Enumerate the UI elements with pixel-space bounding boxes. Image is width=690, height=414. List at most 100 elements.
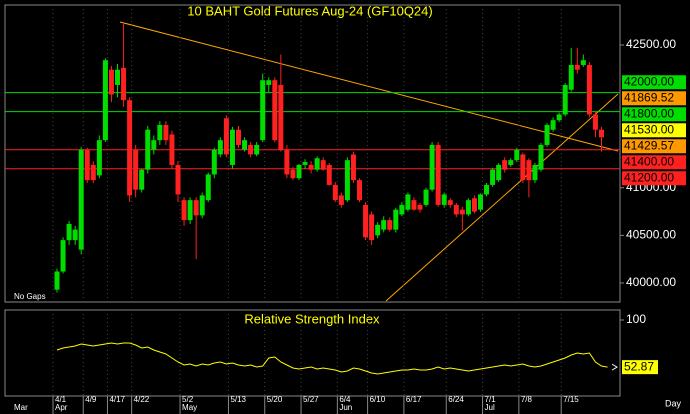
candle-body <box>108 69 114 95</box>
level-label: 41200.00 <box>624 170 674 184</box>
candle-body <box>453 204 459 215</box>
level-marker <box>622 91 686 106</box>
candle-body <box>423 189 429 205</box>
level-label: 41800.00 <box>624 106 674 120</box>
x-tick-label: 7/15 <box>563 395 579 404</box>
candle-body <box>133 149 139 190</box>
x-tick-label: 6/4 <box>339 395 351 404</box>
candle-body <box>296 164 302 179</box>
level-box: 41800.00 <box>622 106 686 122</box>
x-tick-label: 5/2 <box>182 395 194 404</box>
month-label: May <box>182 403 197 412</box>
candle-body <box>399 204 405 215</box>
candle-body <box>441 194 447 205</box>
candle-body <box>568 64 574 90</box>
candle-body <box>326 164 332 185</box>
candle-body <box>417 204 423 210</box>
candle-body <box>496 164 502 181</box>
candle-body <box>175 164 181 195</box>
candle-body <box>435 144 441 205</box>
level-marker <box>622 139 686 154</box>
level-box: 41400.00 <box>622 154 686 170</box>
level-marker <box>622 75 686 90</box>
candle-body <box>151 140 157 150</box>
candle-body <box>471 198 477 212</box>
x-tick-label: 4/1 <box>55 395 67 404</box>
candle-body <box>272 80 278 141</box>
chart-title: 10 BAHT Gold Futures Aug-24 (GF10Q24) <box>187 3 432 18</box>
x-tick-label: 6/24 <box>448 395 464 404</box>
candle-body <box>266 80 272 85</box>
candle-body <box>229 129 235 165</box>
y-tick-label: 42500.00 <box>626 37 676 51</box>
x-tick-label: 4/22 <box>134 395 150 404</box>
candle-body <box>320 160 326 170</box>
candle-body <box>447 200 453 205</box>
candle-body <box>375 224 381 236</box>
candle-body <box>205 174 211 201</box>
candle-body <box>478 194 483 210</box>
candle-body <box>254 144 260 155</box>
candle-body <box>90 164 96 181</box>
x-tick-label: 6/10 <box>370 395 386 404</box>
candle-body <box>363 204 369 238</box>
candle-body <box>84 149 90 181</box>
candle-body <box>181 200 187 221</box>
candle-body <box>580 60 586 65</box>
candle-body <box>72 229 78 241</box>
candle-body <box>411 200 417 210</box>
candle-body <box>508 160 514 165</box>
candle-body <box>357 180 362 201</box>
candle-body <box>592 114 598 130</box>
x-tick-label: 5/20 <box>267 395 283 404</box>
candle-body <box>60 240 66 272</box>
candle-body <box>102 60 108 141</box>
level-label: 41429.57 <box>624 138 674 152</box>
level-box: 41429.57 <box>622 138 686 154</box>
candle-body <box>115 69 120 85</box>
rsi-arrow <box>611 363 618 371</box>
price-panel <box>4 4 621 303</box>
rsi-line <box>56 342 608 375</box>
level-label: 42000.00 <box>624 74 674 88</box>
candle-body <box>217 140 223 155</box>
x-tick-label: 4/17 <box>109 395 125 404</box>
candle-body <box>490 169 496 185</box>
candle-body <box>393 209 399 230</box>
trendline <box>385 93 619 302</box>
candle-body <box>308 164 314 170</box>
candle-body <box>459 209 465 215</box>
candle-body <box>96 140 102 176</box>
candle-body <box>314 158 320 170</box>
x-tick-label: 4/9 <box>85 395 97 404</box>
candle-body <box>139 169 145 190</box>
level-label: 41400.00 <box>624 154 674 168</box>
level-marker <box>622 107 686 122</box>
candle-body <box>405 194 411 210</box>
candle-body <box>526 160 532 181</box>
candle-body <box>465 200 471 215</box>
rsi-panel <box>4 309 621 397</box>
candle-body <box>236 129 241 145</box>
level-label: 41869.52 <box>624 90 674 104</box>
candle-body <box>211 149 217 175</box>
level-marker <box>622 171 686 186</box>
candle-body <box>429 144 435 190</box>
rsi-box: 52.87 <box>622 359 658 375</box>
candle-body <box>248 144 254 155</box>
month-label: Jun <box>339 403 352 412</box>
candle-body <box>538 144 544 170</box>
candle-body <box>599 129 604 138</box>
candle-body <box>586 64 592 115</box>
trendline <box>119 21 619 152</box>
candle-body <box>199 195 205 216</box>
level-box: 41530.00 <box>622 122 686 138</box>
level-label: 41530.00 <box>624 122 674 136</box>
candle-body <box>242 140 248 150</box>
candle-body <box>54 271 60 290</box>
candle-body <box>520 154 526 181</box>
candle-body <box>284 149 290 175</box>
rsi-marker <box>622 360 658 375</box>
candle-body <box>514 149 520 161</box>
level-box: 42000.00 <box>622 74 686 90</box>
